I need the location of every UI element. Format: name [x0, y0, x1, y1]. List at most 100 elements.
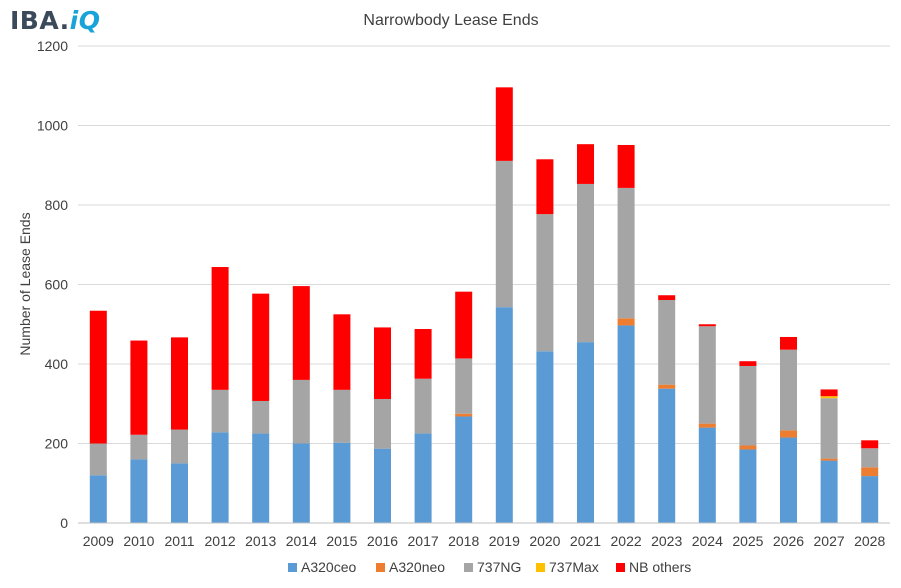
y-tick-label: 1000 — [37, 118, 68, 134]
bar-737ng-2024 — [698, 326, 716, 424]
bar-a320ceo-2019 — [495, 307, 513, 523]
y-tick-label: 600 — [45, 277, 69, 293]
axes: 0 200 400 600 800 1000 1200 2009 2010 2011 2012 201… — [37, 38, 890, 549]
bar-737max-2027 — [820, 396, 838, 399]
bar-a320ceo-2020 — [536, 351, 554, 523]
bar-737ng-2027 — [820, 398, 838, 459]
bar-nb-others-2020 — [536, 159, 554, 215]
bar-a320ceo-2022 — [617, 325, 635, 523]
legend-label: NB others — [629, 559, 691, 575]
y-tick-label: 0 — [60, 515, 68, 531]
x-tick-label: 2019 — [489, 533, 520, 549]
bar-737ng-2026 — [780, 349, 797, 431]
bar-737ng-2018 — [455, 358, 473, 414]
bar-a320ceo-2018 — [455, 416, 473, 523]
bar-a320neo-2027 — [820, 458, 838, 461]
legend-label: 737NG — [477, 559, 521, 575]
bars — [89, 87, 879, 523]
bar-a320ceo-2027 — [820, 460, 838, 523]
x-tick-label: 2026 — [773, 533, 804, 549]
bar-nb-others-2011 — [171, 337, 188, 430]
legend-item-737max: 737Max — [536, 559, 599, 575]
bar-a320ceo-2015 — [333, 442, 351, 523]
bar-nb-others-2017 — [414, 329, 432, 379]
bar-a320neo-2022 — [617, 318, 635, 326]
x-tick-label: 2015 — [326, 533, 357, 549]
bar-nb-others-2010 — [130, 340, 148, 435]
y-axis-title: Number of Lease Ends — [17, 212, 33, 355]
bar-nb-others-2018 — [455, 291, 473, 359]
bar-nb-others-2028 — [861, 440, 879, 449]
bar-nb-others-2024 — [698, 324, 716, 327]
x-tick-label: 2023 — [651, 533, 682, 549]
x-tick-label: 2014 — [286, 533, 317, 549]
x-tick-label: 2022 — [611, 533, 642, 549]
legend-swatch — [616, 563, 625, 572]
bar-a320ceo-2011 — [171, 463, 188, 523]
gridlines — [78, 45, 890, 444]
bar-a320ceo-2028 — [861, 476, 879, 523]
bar-nb-others-2025 — [739, 361, 757, 366]
bar-737ng-2022 — [617, 187, 635, 319]
x-tick-label: 2027 — [814, 533, 845, 549]
bar-a320neo-2018 — [455, 413, 473, 417]
bar-737ng-2012 — [211, 389, 229, 433]
legend-label: A320neo — [389, 559, 445, 575]
bar-737ng-2011 — [171, 429, 188, 464]
legend-item-a320ceo: A320ceo — [288, 559, 356, 575]
bar-737ng-2016 — [374, 398, 391, 449]
bar-a320neo-2025 — [739, 445, 757, 450]
bar-a320ceo-2021 — [577, 342, 594, 523]
bar-737ng-2020 — [536, 214, 554, 352]
y-tick-label: 200 — [45, 436, 69, 452]
bar-737ng-2015 — [333, 389, 351, 443]
bar-nb-others-2023 — [658, 295, 676, 301]
x-tick-label: 2010 — [123, 533, 154, 549]
bar-nb-others-2027 — [820, 389, 838, 397]
bar-a320ceo-2012 — [211, 432, 229, 523]
legend-swatch — [536, 563, 545, 572]
bar-a320ceo-2024 — [698, 427, 716, 523]
bar-nb-others-2022 — [617, 144, 635, 188]
x-tick-label: 2017 — [408, 533, 439, 549]
y-tick-label: 800 — [45, 197, 69, 213]
x-tick-label: 2009 — [83, 533, 114, 549]
bar-737ng-2023 — [658, 300, 676, 385]
bar-a320ceo-2009 — [89, 475, 107, 523]
bar-a320neo-2023 — [658, 384, 676, 389]
chart-title: Narrowbody Lease Ends — [363, 12, 538, 29]
logo-main-text: IBA. — [10, 6, 70, 35]
legend-item-737ng: 737NG — [464, 559, 521, 575]
bar-a320ceo-2025 — [739, 449, 757, 523]
bar-nb-others-2021 — [577, 144, 594, 184]
x-tick-label: 2025 — [732, 533, 763, 549]
x-tick-label: 2013 — [245, 533, 276, 549]
legend-swatch — [288, 563, 297, 572]
bar-a320ceo-2016 — [374, 448, 391, 523]
bar-nb-others-2014 — [292, 286, 310, 380]
x-tick-label: 2024 — [692, 533, 723, 549]
bar-737ng-2010 — [130, 434, 148, 460]
bar-nb-others-2015 — [333, 314, 351, 390]
bar-a320ceo-2013 — [252, 433, 270, 523]
iba-iq-logo: IBA.iQ — [10, 6, 101, 36]
bar-nb-others-2013 — [252, 293, 270, 401]
legend-item-a320neo: A320neo — [376, 559, 445, 575]
y-tick-label: 1200 — [37, 38, 68, 54]
x-tick-label: 2020 — [529, 533, 560, 549]
legend-label: 737Max — [549, 559, 599, 575]
bar-a320ceo-2017 — [414, 433, 432, 523]
bar-a320neo-2026 — [780, 430, 797, 438]
x-tick-label: 2018 — [448, 533, 479, 549]
legend-swatch — [376, 563, 385, 572]
bar-a320ceo-2023 — [658, 388, 676, 523]
bar-737ng-2025 — [739, 365, 757, 446]
legend: A320ceo A320neo 737NG 737Max NB others — [288, 559, 691, 575]
bar-737ng-2014 — [292, 379, 310, 444]
bar-a320ceo-2014 — [292, 443, 310, 523]
y-tick-label: 400 — [45, 356, 69, 372]
bar-737ng-2019 — [495, 160, 513, 308]
bar-nb-others-2019 — [495, 87, 513, 161]
legend-swatch — [464, 563, 473, 572]
